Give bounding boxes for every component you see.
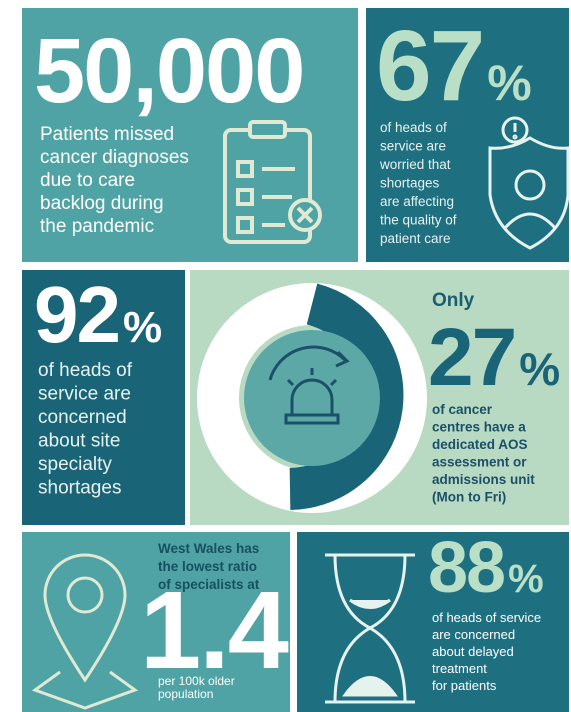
description-line: of cancer xyxy=(432,402,493,417)
description-line: service are xyxy=(38,384,131,405)
shield-icon xyxy=(488,116,570,250)
big-number: 50,000 xyxy=(34,20,303,122)
description-line: dedicated AOS xyxy=(432,437,528,452)
big-number: 88% xyxy=(428,528,544,608)
description-line: are affecting xyxy=(380,194,454,209)
panel xyxy=(297,532,569,712)
description-line: shortages xyxy=(38,478,121,499)
number-unit: % xyxy=(519,343,560,395)
big-number: 92% xyxy=(34,270,162,359)
hourglass-icon xyxy=(325,553,415,704)
description-line: Patients missed xyxy=(40,124,174,145)
number-unit: % xyxy=(123,303,162,352)
description-line: patient care xyxy=(380,231,451,246)
description-line: about delayed xyxy=(432,644,514,659)
number-unit: % xyxy=(508,557,544,601)
description-line: population xyxy=(158,687,213,701)
description-line: cancer diagnoses xyxy=(40,147,189,168)
pin-icon xyxy=(31,553,139,710)
description-line: centres have a xyxy=(432,420,526,435)
description-line: shortages xyxy=(380,176,440,191)
number-value: 67 xyxy=(376,10,483,122)
number-value: 88 xyxy=(428,528,504,608)
number-unit: % xyxy=(487,55,531,111)
description-line: assessment or xyxy=(432,455,527,470)
description-line: concerned xyxy=(38,407,127,428)
clipboard-icon xyxy=(223,120,322,244)
panel xyxy=(22,532,290,712)
description-line: treatment xyxy=(432,661,487,676)
description-line: of specialists at xyxy=(158,577,260,592)
big-number: 1.4 xyxy=(140,569,289,692)
number-value: 27 xyxy=(428,312,515,403)
description-line: due to care xyxy=(40,170,135,191)
number-value: 50,000 xyxy=(34,20,303,122)
big-number: 67% xyxy=(376,10,532,122)
description-line: the pandemic xyxy=(40,216,154,237)
description-line: backlog during xyxy=(40,193,164,214)
description-line: admissions unit xyxy=(432,472,535,487)
prefix: Only xyxy=(432,290,475,311)
description-line: West Wales has xyxy=(158,541,259,556)
description-line: specialty xyxy=(38,454,112,475)
description-line: (Mon to Fri) xyxy=(432,490,506,505)
description-line: are concerned xyxy=(432,627,515,642)
number-value: 92 xyxy=(34,270,119,359)
donut-graphic xyxy=(197,283,427,513)
description-line: for patients xyxy=(432,678,497,693)
description-line: worried that xyxy=(379,157,451,172)
panel xyxy=(366,8,569,262)
number-value: 1.4 xyxy=(140,569,289,692)
description-line: of heads of service xyxy=(432,610,541,625)
description-line: about site xyxy=(38,431,120,452)
panel xyxy=(22,270,185,525)
description-line: the lowest ratio xyxy=(158,559,257,574)
description-line: of heads of xyxy=(38,360,133,381)
description-line: service are xyxy=(380,139,446,154)
description-line: per 100k older xyxy=(158,674,235,688)
description-line: the quality of xyxy=(380,213,457,228)
big-number: 27% xyxy=(428,312,560,403)
description-line: of heads of xyxy=(380,120,447,135)
